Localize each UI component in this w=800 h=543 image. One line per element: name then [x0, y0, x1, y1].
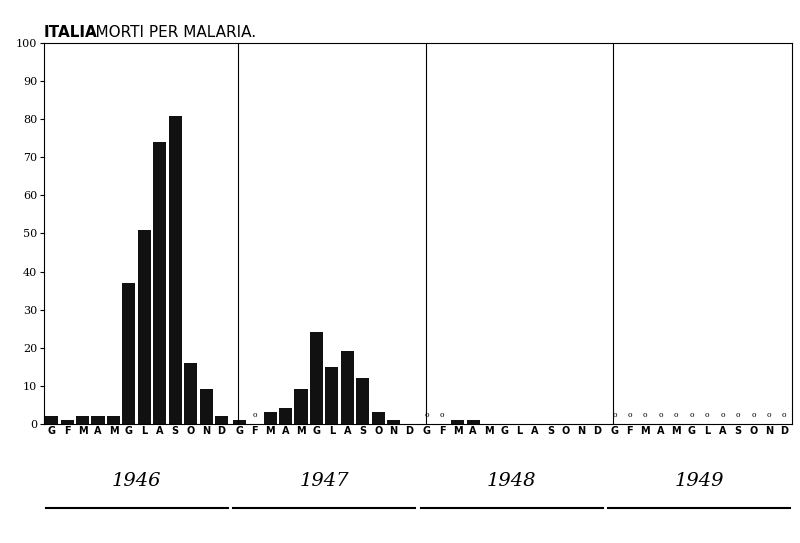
- Text: o: o: [628, 411, 632, 419]
- Bar: [466, 420, 480, 424]
- Bar: [184, 363, 198, 424]
- Text: -MORTI PER MALARIA.: -MORTI PER MALARIA.: [90, 24, 257, 40]
- Text: 1949: 1949: [674, 472, 724, 490]
- Bar: [215, 416, 228, 424]
- Text: o: o: [643, 411, 647, 419]
- Text: o: o: [425, 411, 429, 419]
- Bar: [451, 420, 464, 424]
- Bar: [326, 367, 338, 424]
- Text: o: o: [658, 411, 663, 419]
- Text: o: o: [705, 411, 710, 419]
- Bar: [356, 378, 370, 424]
- Text: o: o: [782, 411, 786, 419]
- Bar: [76, 416, 89, 424]
- Text: o: o: [440, 411, 445, 419]
- Bar: [199, 389, 213, 424]
- Bar: [138, 230, 151, 424]
- Text: o: o: [690, 411, 694, 419]
- Text: o: o: [253, 411, 257, 419]
- Text: o: o: [751, 411, 756, 419]
- Text: ITALIA: ITALIA: [44, 24, 98, 40]
- Text: o: o: [736, 411, 740, 419]
- Text: 1947: 1947: [299, 472, 349, 490]
- Bar: [372, 412, 385, 424]
- Bar: [107, 416, 120, 424]
- Bar: [169, 116, 182, 424]
- Bar: [122, 283, 135, 424]
- Text: o: o: [720, 411, 725, 419]
- Text: o: o: [674, 411, 678, 419]
- Bar: [91, 416, 105, 424]
- Bar: [279, 408, 292, 424]
- Bar: [45, 416, 58, 424]
- Bar: [310, 332, 323, 424]
- Text: o: o: [612, 411, 617, 419]
- Text: 1946: 1946: [112, 472, 162, 490]
- Text: o: o: [766, 411, 771, 419]
- Bar: [233, 420, 246, 424]
- Bar: [294, 389, 308, 424]
- Bar: [387, 420, 400, 424]
- Bar: [264, 412, 277, 424]
- Text: 1948: 1948: [487, 472, 537, 490]
- Bar: [61, 420, 74, 424]
- Bar: [154, 142, 166, 424]
- Bar: [341, 351, 354, 424]
